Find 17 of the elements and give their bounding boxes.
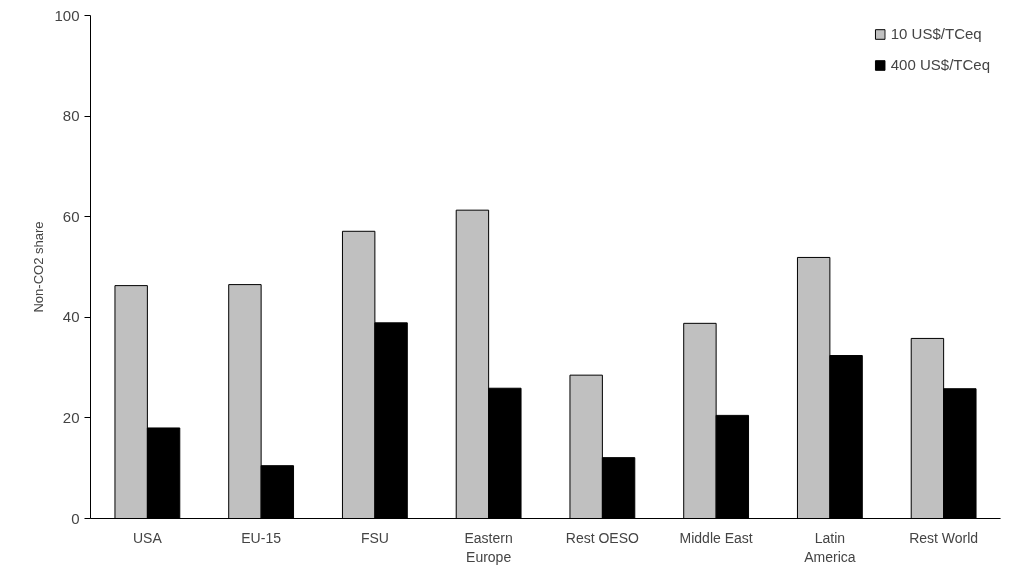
y-tick-label: 20: [62, 408, 80, 426]
y-tick-label: 40: [62, 308, 80, 326]
y-tick-label: 80: [62, 107, 80, 125]
legend-label: 400 US$/TCeq: [890, 56, 990, 73]
x-tick-label: Rest World: [909, 529, 979, 546]
x-tick-label: Eastern Europe: [464, 529, 513, 565]
x-tick-label: EU-15: [241, 529, 282, 546]
x-tick-label: USA: [132, 529, 163, 546]
x-tick-label: Middle East: [679, 529, 753, 546]
y-tick-label: 60: [62, 207, 80, 225]
x-tick-label: Rest OESO: [565, 529, 640, 546]
y-axis-title: Non-CO2 share: [31, 221, 47, 313]
x-tick-label: Latin America: [804, 529, 856, 565]
y-tick-label: 0: [71, 509, 80, 527]
y-tick-label: 100: [54, 6, 80, 24]
legend-label: 10 US$/TCeq: [890, 25, 982, 42]
x-tick-label: FSU: [360, 529, 389, 546]
